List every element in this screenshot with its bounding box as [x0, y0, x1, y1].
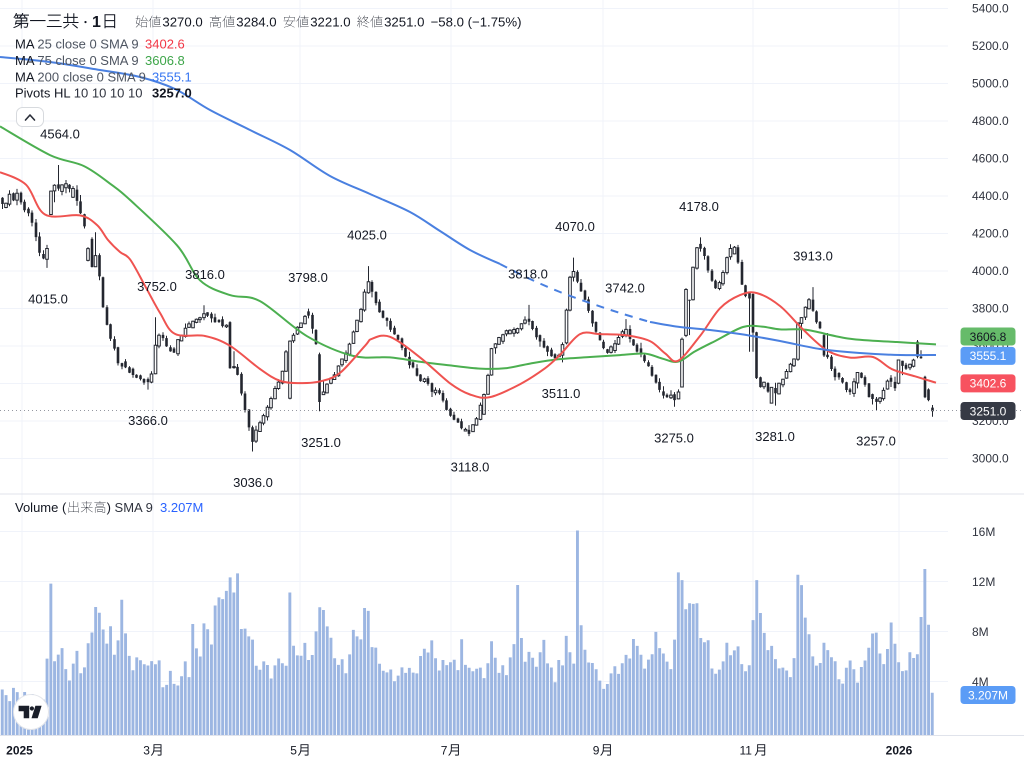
svg-text:16M: 16M	[972, 525, 995, 539]
svg-text:4200.0: 4200.0	[972, 227, 1009, 241]
svg-text:Pivots HL 10 10 10 10: Pivots HL 10 10 10 10	[15, 86, 142, 101]
svg-text:3257.0: 3257.0	[856, 434, 896, 449]
svg-text:Volume (: Volume (	[15, 500, 67, 515]
svg-text:5000.0: 5000.0	[972, 77, 1009, 91]
svg-text:3284.0: 3284.0	[236, 15, 276, 30]
svg-text:MA 25 close 0 SMA 9: MA 25 close 0 SMA 9	[15, 37, 139, 52]
svg-text:MA 200 close 0 SMA 9: MA 200 close 0 SMA 9	[15, 70, 146, 85]
svg-text:3251.0: 3251.0	[301, 435, 341, 450]
svg-text:5: 5	[290, 744, 297, 758]
svg-text:3221.0: 3221.0	[310, 15, 350, 30]
svg-text:3366.0: 3366.0	[128, 413, 168, 428]
svg-text:MA 75 close 0 SMA 9: MA 75 close 0 SMA 9	[15, 53, 139, 68]
svg-text:4000.0: 4000.0	[972, 264, 1009, 278]
svg-text:3.207M: 3.207M	[968, 688, 1008, 702]
svg-text:4070.0: 4070.0	[555, 219, 595, 234]
svg-text:3402.6: 3402.6	[145, 37, 185, 52]
svg-text:3606.8: 3606.8	[970, 330, 1007, 344]
svg-text:3742.0: 3742.0	[605, 281, 645, 296]
svg-text:4015.0: 4015.0	[28, 292, 68, 307]
svg-text:3511.0: 3511.0	[542, 386, 581, 401]
svg-text:4600.0: 4600.0	[972, 152, 1009, 166]
svg-text:7: 7	[441, 744, 448, 758]
svg-text:3402.6: 3402.6	[970, 377, 1007, 391]
svg-text:3.207M: 3.207M	[160, 500, 203, 515]
svg-text:2025: 2025	[6, 744, 33, 758]
svg-text:3281.0: 3281.0	[755, 429, 795, 444]
svg-text:3036.0: 3036.0	[233, 475, 273, 490]
svg-text:3800.0: 3800.0	[972, 302, 1009, 316]
svg-text:3555.1: 3555.1	[152, 70, 192, 85]
svg-text:4564.0: 4564.0	[40, 127, 80, 142]
svg-text:3270.0: 3270.0	[162, 15, 202, 30]
svg-text:2026: 2026	[886, 744, 913, 758]
svg-text:3798.0: 3798.0	[288, 270, 328, 285]
svg-text:4178.0: 4178.0	[679, 199, 719, 214]
svg-text:3000.0: 3000.0	[972, 452, 1009, 466]
svg-text:3606.8: 3606.8	[145, 53, 185, 68]
svg-text:4400.0: 4400.0	[972, 189, 1009, 203]
svg-text:3251.0: 3251.0	[970, 404, 1007, 418]
svg-text:8M: 8M	[972, 625, 989, 639]
svg-text:5200.0: 5200.0	[972, 39, 1009, 53]
svg-text:3275.0: 3275.0	[654, 430, 694, 445]
svg-text:1: 1	[92, 14, 101, 31]
svg-text:3913.0: 3913.0	[793, 249, 833, 264]
svg-text:5400.0: 5400.0	[972, 2, 1009, 16]
svg-text:3816.0: 3816.0	[185, 267, 225, 282]
svg-text:4800.0: 4800.0	[972, 114, 1009, 128]
svg-text:−58.0 (−1.75%): −58.0 (−1.75%)	[431, 15, 522, 30]
svg-text:4025.0: 4025.0	[347, 228, 387, 243]
svg-text:12M: 12M	[972, 575, 995, 589]
svg-text:3257.0: 3257.0	[152, 86, 192, 101]
svg-text:11: 11	[740, 744, 753, 758]
svg-text:) SMA 9: ) SMA 9	[107, 500, 153, 515]
svg-text:9: 9	[593, 744, 600, 758]
svg-text:4M: 4M	[972, 675, 989, 689]
svg-text:3251.0: 3251.0	[384, 15, 424, 30]
svg-text:3752.0: 3752.0	[137, 279, 177, 294]
svg-text:3: 3	[143, 744, 150, 758]
svg-text:3818.0: 3818.0	[508, 267, 548, 282]
svg-text:3118.0: 3118.0	[451, 460, 490, 475]
svg-text:3555.1: 3555.1	[970, 349, 1007, 363]
